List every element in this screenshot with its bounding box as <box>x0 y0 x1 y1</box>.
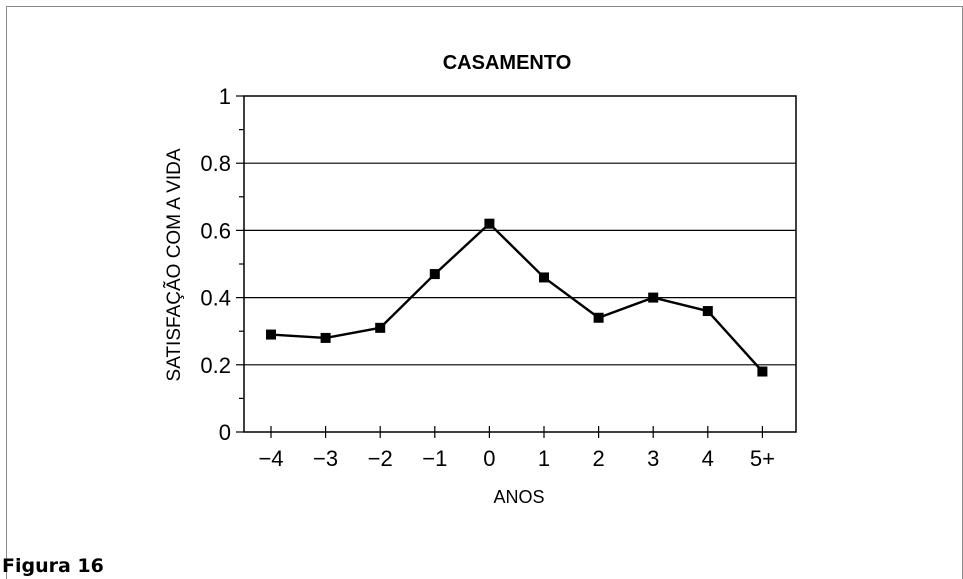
x-tick-label: 1 <box>538 446 550 471</box>
x-tick-label: 5+ <box>750 446 775 471</box>
data-point <box>320 332 331 343</box>
x-axis-label: ANOS <box>493 487 544 507</box>
data-point <box>375 322 386 333</box>
data-point <box>593 312 604 323</box>
x-tick-label: −1 <box>422 446 447 471</box>
data-point <box>539 272 549 283</box>
x-tick-label: 3 <box>647 446 659 471</box>
x-tick-label: −4 <box>258 446 283 471</box>
data-point <box>702 306 713 317</box>
x-tick-label: 2 <box>592 446 604 471</box>
data-point <box>648 292 659 303</box>
x-tick-label: 0 <box>483 446 495 471</box>
y-tick-label: 0.8 <box>200 151 231 176</box>
y-tick-label: 0.2 <box>200 353 231 378</box>
y-tick-label: 1 <box>219 84 231 109</box>
y-tick-label: 0.6 <box>200 218 231 243</box>
chart-title: CASAMENTO <box>443 52 572 74</box>
x-tick-label: 4 <box>702 446 714 471</box>
y-tick-label: 0.4 <box>200 286 231 311</box>
y-axis-label: SATISFAÇÃO COM A VIDA <box>163 148 185 381</box>
y-tick-label: 0 <box>219 420 231 445</box>
plot-area <box>243 95 797 433</box>
data-point <box>429 269 440 280</box>
series-line <box>270 222 764 373</box>
x-tick-label: −3 <box>313 446 338 471</box>
x-tick-label: −2 <box>368 446 393 471</box>
data-point <box>484 218 495 229</box>
data-point <box>266 329 276 340</box>
figure-caption: Figura 16 <box>2 555 104 577</box>
data-point <box>757 366 768 377</box>
